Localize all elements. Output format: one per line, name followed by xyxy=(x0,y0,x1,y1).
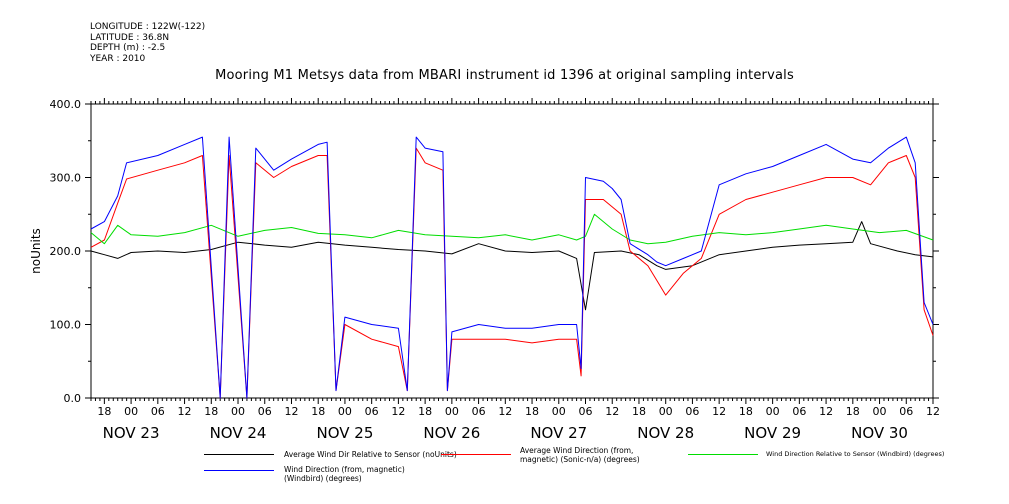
x-hour-label: 12 xyxy=(712,405,726,418)
x-hour-label: 00 xyxy=(231,405,245,418)
x-hour-label: 00 xyxy=(873,405,887,418)
legend-swatch-red xyxy=(441,454,511,455)
x-hour-label: 18 xyxy=(311,405,325,418)
x-hour-label: 00 xyxy=(338,405,352,418)
x-hour-label: 12 xyxy=(391,405,405,418)
x-hour-label: 06 xyxy=(472,405,486,418)
x-day-label: NOV 24 xyxy=(210,424,267,442)
x-day-label: NOV 25 xyxy=(316,424,373,442)
depth-text: DEPTH (m) : -2.5 xyxy=(90,43,166,53)
series-line-0 xyxy=(90,221,934,311)
legend-swatch-green xyxy=(688,454,758,455)
x-hour-label: 06 xyxy=(579,405,593,418)
x-hour-label: 06 xyxy=(258,405,272,418)
x-hour-label: 06 xyxy=(792,405,806,418)
legend-swatch-blue xyxy=(204,470,274,471)
x-hour-label: 00 xyxy=(766,405,780,418)
series-line-2 xyxy=(90,213,934,245)
x-day-label: NOV 29 xyxy=(744,424,801,442)
y-tick-label: 300.0 xyxy=(50,172,82,185)
x-hour-label: 00 xyxy=(552,405,566,418)
y-tick-label: 0.0 xyxy=(64,392,82,405)
x-hour-label: 18 xyxy=(418,405,432,418)
x-hour-label: 12 xyxy=(178,405,192,418)
x-hour-label: 00 xyxy=(445,405,459,418)
x-hour-label: 12 xyxy=(605,405,619,418)
legend-label-blue: Wind Direction (from, magnetic) (Windbir… xyxy=(284,465,405,483)
x-hour-label: 18 xyxy=(632,405,646,418)
x-hour-label: 18 xyxy=(525,405,539,418)
x-hour-label: 18 xyxy=(204,405,218,418)
y-tick-label: 200.0 xyxy=(50,245,82,258)
x-day-label: NOV 23 xyxy=(103,424,160,442)
x-hour-label: 18 xyxy=(97,405,111,418)
x-hour-label: 12 xyxy=(819,405,833,418)
series-line-3 xyxy=(90,136,934,399)
x-hour-label: 06 xyxy=(365,405,379,418)
x-hour-label: 06 xyxy=(899,405,913,418)
longitude-text: LONGITUDE : 122W(-122) xyxy=(90,22,206,32)
legend-label-green: Wind Direction Relative to Sensor (Windb… xyxy=(766,450,945,458)
metadata-block: LONGITUDE : 122W(-122) LATITUDE : 36.8N … xyxy=(90,22,205,64)
x-hour-label: 06 xyxy=(685,405,699,418)
x-hour-label: 12 xyxy=(498,405,512,418)
y-axis-label: noUnits xyxy=(29,228,43,274)
x-hour-label: 12 xyxy=(284,405,298,418)
x-hour-label: 06 xyxy=(151,405,165,418)
x-hour-label: 18 xyxy=(739,405,753,418)
chart-title: Mooring M1 Metsys data from MBARI instru… xyxy=(215,68,794,83)
year-text: YEAR : 2010 xyxy=(90,53,146,64)
legend-swatch-black xyxy=(204,454,274,455)
x-day-label: NOV 27 xyxy=(530,424,587,442)
y-tick-label: 400.0 xyxy=(50,98,82,111)
x-day-label: NOV 26 xyxy=(423,424,480,442)
x-hour-label: 18 xyxy=(846,405,860,418)
x-hour-label: 12 xyxy=(926,405,940,418)
x-day-label: NOV 30 xyxy=(851,424,908,442)
x-day-label: NOV 28 xyxy=(637,424,694,442)
latitude-text: LATITUDE : 36.8N xyxy=(90,32,170,43)
y-tick-label: 100.0 xyxy=(50,319,82,332)
legend-label-red: Average Wind Direction (from, magnetic) … xyxy=(520,446,640,464)
x-hour-label: 00 xyxy=(659,405,673,418)
legend-label-black: Average Wind Dir Relative to Sensor (noU… xyxy=(284,450,457,459)
x-hour-label: 00 xyxy=(124,405,138,418)
